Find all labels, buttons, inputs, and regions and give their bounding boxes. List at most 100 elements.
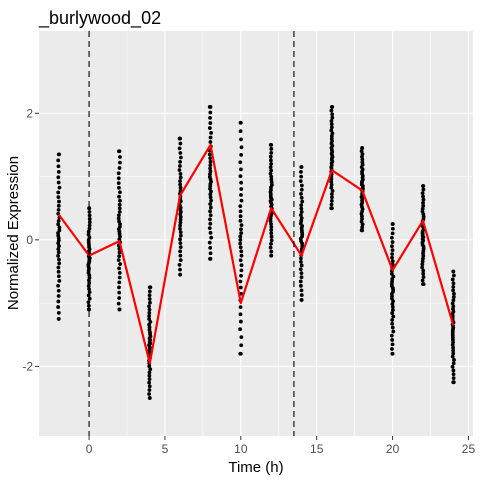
data-point <box>148 377 152 381</box>
data-point <box>117 296 121 300</box>
data-point <box>209 236 213 240</box>
data-point <box>330 199 334 203</box>
chart-title: _burlywood_02 <box>38 8 161 29</box>
data-point <box>118 276 122 280</box>
data-point <box>208 246 212 250</box>
data-point <box>240 223 244 227</box>
data-point <box>208 156 212 160</box>
data-point <box>390 236 394 240</box>
data-point <box>118 155 122 159</box>
data-point <box>117 280 121 284</box>
data-point <box>57 164 61 168</box>
data-point <box>452 358 456 362</box>
data-point <box>269 246 273 250</box>
data-point <box>238 242 242 246</box>
data-point <box>299 203 303 207</box>
data-point <box>148 285 152 289</box>
x-tick-label: 15 <box>310 442 324 456</box>
data-point <box>56 222 60 226</box>
x-tick-label: 10 <box>234 442 248 456</box>
data-point <box>269 151 273 155</box>
x-tick-label: 25 <box>462 442 476 456</box>
data-point <box>390 244 394 248</box>
data-point <box>269 158 273 162</box>
data-point <box>451 380 455 384</box>
data-point <box>300 264 304 268</box>
data-point <box>118 190 122 194</box>
data-point <box>452 361 456 365</box>
data-point <box>56 191 60 195</box>
data-point <box>179 186 183 190</box>
data-point <box>238 235 242 239</box>
data-point <box>147 304 151 308</box>
data-point <box>147 381 151 385</box>
data-point <box>451 270 455 274</box>
data-point <box>452 274 456 278</box>
data-point <box>239 137 243 141</box>
data-point <box>117 302 121 306</box>
data-point <box>118 308 122 312</box>
data-point <box>238 204 242 208</box>
data-point <box>118 166 122 170</box>
data-point <box>390 256 394 260</box>
data-point <box>148 308 152 312</box>
data-point <box>299 207 303 211</box>
data-point <box>330 116 334 120</box>
data-point <box>452 372 456 376</box>
data-point <box>208 217 212 221</box>
data-point <box>390 318 394 322</box>
data-point <box>209 140 213 144</box>
data-point <box>57 250 61 254</box>
data-point <box>391 315 395 319</box>
data-point <box>330 196 334 200</box>
data-point <box>178 146 182 150</box>
data-point <box>117 181 121 185</box>
data-point <box>179 156 183 160</box>
data-point <box>391 240 395 244</box>
data-point <box>118 203 122 207</box>
data-point <box>179 245 183 249</box>
data-point <box>421 282 425 286</box>
x-tick-label: 0 <box>86 442 93 456</box>
data-point <box>300 298 304 302</box>
data-point <box>117 286 121 290</box>
data-point <box>179 230 183 234</box>
data-point <box>179 176 183 180</box>
data-point <box>330 122 334 126</box>
data-point <box>299 179 303 183</box>
data-point <box>209 257 213 261</box>
data-point <box>269 147 273 151</box>
data-point <box>269 250 273 254</box>
data-point <box>208 116 212 120</box>
data-point <box>56 300 60 304</box>
data-point <box>117 213 121 217</box>
data-point <box>330 105 334 109</box>
data-point <box>209 136 213 140</box>
data-point <box>239 181 243 185</box>
data-point <box>238 327 242 331</box>
data-point <box>117 176 121 180</box>
data-point <box>239 335 243 339</box>
data-point <box>269 162 273 166</box>
data-point <box>148 301 152 305</box>
data-point <box>239 280 243 284</box>
data-point <box>300 165 304 169</box>
data-point <box>239 227 243 231</box>
data-point <box>391 326 395 330</box>
data-point <box>452 376 456 380</box>
data-point <box>239 209 243 213</box>
data-point <box>239 305 243 309</box>
data-point <box>179 258 183 262</box>
plot-panel <box>39 31 473 436</box>
data-point <box>299 284 303 288</box>
data-point <box>269 231 273 235</box>
data-point <box>299 257 303 261</box>
data-point <box>239 274 243 278</box>
data-point <box>57 258 61 262</box>
data-point <box>391 259 395 263</box>
data-point <box>178 168 182 172</box>
y-tick-label: -2 <box>22 359 33 373</box>
data-point <box>451 289 455 293</box>
data-point <box>56 159 60 163</box>
data-point <box>209 160 213 164</box>
